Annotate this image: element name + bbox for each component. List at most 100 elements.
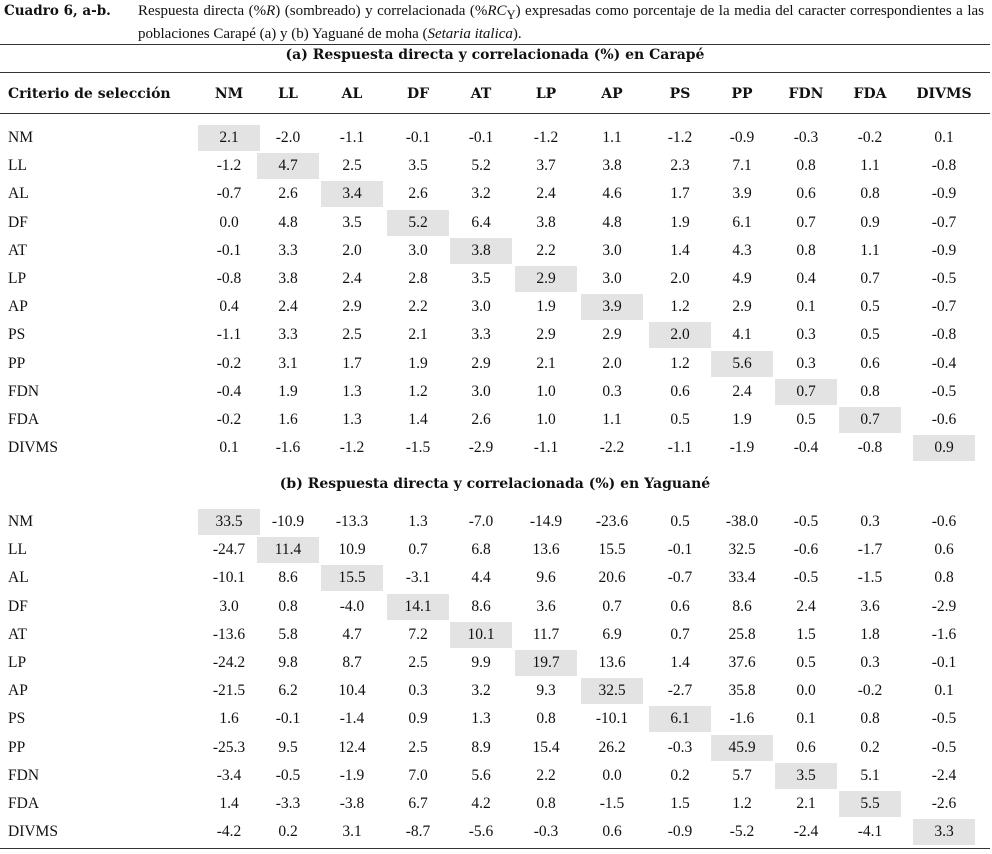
correlated-response-cell: 4.8: [278, 213, 298, 231]
correlated-response-cell: -1.4: [339, 710, 365, 728]
correlated-response-cell: 7.2: [408, 625, 428, 643]
correlated-response-cell: 35.8: [728, 682, 756, 700]
correlated-response-cell: -0.2: [216, 411, 242, 428]
correlated-response-cell: -0.8: [931, 326, 957, 344]
correlated-response-cell: 2.4: [536, 185, 556, 203]
correlated-response-cell: 0.4: [796, 270, 816, 287]
correlated-response-cell: 1.2: [670, 354, 690, 372]
correlated-response-cell: 2.9: [471, 354, 491, 372]
correlated-response-cell: -1.2: [533, 129, 559, 146]
direct-response-cell: 0.7: [839, 407, 901, 433]
column-header: FDA: [853, 86, 887, 102]
correlated-response-cell: 5.6: [471, 766, 491, 784]
correlated-response-cell: 2.6: [408, 185, 428, 203]
direct-response-cell: 15.5: [321, 565, 383, 592]
correlated-response-cell: 1.1: [602, 411, 622, 428]
correlated-response-cell: -13.3: [335, 513, 369, 530]
rule-line: [0, 113, 990, 114]
correlated-response-cell: 25.8: [728, 625, 756, 643]
correlated-response-cell: -2.4: [793, 823, 819, 841]
correlated-response-cell: -2.4: [931, 766, 957, 784]
caption-part: ) expresadas como porcentaje de la media…: [138, 3, 984, 42]
correlated-response-cell: 3.3: [278, 326, 298, 344]
correlated-response-cell: -0.6: [931, 411, 957, 428]
correlated-response-cell: -1.1: [216, 326, 242, 344]
correlated-response-cell: 1.2: [408, 382, 428, 400]
correlated-response-cell: -0.2: [857, 129, 883, 146]
correlated-response-cell: -0.1: [405, 129, 431, 146]
correlated-response-cell: -1.2: [339, 439, 365, 457]
row-label: AL: [8, 185, 29, 203]
correlated-response-cell: -2.7: [667, 682, 693, 700]
correlated-response-cell: -0.4: [793, 439, 819, 457]
column-header: AT: [470, 86, 492, 102]
correlated-response-cell: -0.9: [931, 185, 957, 203]
correlated-response-cell: 2.8: [408, 270, 428, 287]
correlated-response-cell: 10.4: [338, 682, 366, 700]
correlated-response-cell: -7.0: [468, 513, 494, 530]
direct-response-cell: 6.1: [649, 706, 711, 733]
caption-part: R: [266, 3, 276, 19]
direct-response-cell: 3.3: [913, 819, 975, 846]
row-label: FDA: [8, 411, 40, 428]
correlated-response-cell: 4.1: [732, 326, 752, 344]
correlated-response-cell: 33.4: [728, 569, 756, 587]
correlated-response-cell: 1.4: [219, 795, 239, 812]
row-label: LP: [8, 270, 27, 287]
correlated-response-cell: 8.6: [732, 597, 752, 615]
correlated-response-cell: -0.7: [667, 569, 693, 587]
correlated-response-cell: 4.3: [732, 241, 752, 259]
correlated-response-cell: 1.0: [536, 382, 556, 400]
correlated-response-cell: 3.3: [278, 241, 298, 259]
correlated-response-cell: 0.8: [934, 569, 954, 587]
correlated-response-cell: -4.2: [216, 823, 242, 841]
correlated-response-cell: 3.5: [408, 157, 428, 175]
correlated-response-cell: -0.5: [275, 766, 301, 784]
correlated-response-cell: 7.0: [408, 766, 428, 784]
correlated-response-cell: 0.7: [796, 213, 816, 231]
row-label: AL: [8, 569, 29, 587]
correlated-response-cell: 2.9: [732, 298, 752, 316]
correlated-response-cell: 0.5: [860, 326, 880, 344]
correlated-response-cell: 4.2: [471, 795, 491, 812]
correlated-response-cell: -0.1: [216, 241, 242, 259]
correlated-response-cell: 0.1: [934, 129, 954, 146]
row-label: PP: [8, 738, 26, 756]
row-label: AP: [8, 682, 28, 700]
correlated-response-cell: -4.0: [339, 597, 365, 615]
correlated-response-cell: -1.2: [667, 129, 693, 146]
correlated-response-cell: 0.1: [796, 710, 816, 728]
correlated-response-cell: 2.0: [602, 354, 622, 372]
correlated-response-cell: 3.7: [536, 157, 556, 175]
column-header: FDN: [788, 86, 824, 102]
correlated-response-cell: 2.1: [536, 354, 556, 372]
correlated-response-cell: 2.2: [408, 298, 428, 316]
direct-response-cell: 0.7: [775, 378, 837, 405]
column-header: NM: [214, 86, 244, 102]
correlated-response-cell: 2.4: [278, 298, 298, 316]
correlated-response-cell: 0.5: [796, 654, 816, 671]
correlated-response-cell: 0.8: [796, 241, 816, 259]
correlated-response-cell: 3.2: [471, 682, 491, 700]
correlated-response-cell: 1.8: [860, 625, 880, 643]
correlated-response-cell: 1.4: [670, 241, 690, 259]
correlated-response-cell: 2.5: [342, 157, 362, 175]
correlated-response-cell: 4.4: [471, 569, 491, 587]
correlated-response-cell: -24.2: [212, 654, 246, 671]
correlated-response-cell: 0.6: [934, 541, 954, 559]
correlated-response-cell: 2.6: [471, 411, 491, 428]
correlated-response-cell: 0.2: [860, 738, 880, 756]
column-header: DIVMS: [916, 86, 972, 102]
correlated-response-cell: 3.6: [860, 597, 880, 615]
correlated-response-cell: 5.7: [732, 766, 752, 784]
correlated-response-cell: 3.0: [471, 298, 491, 316]
column-header: DF: [406, 86, 430, 102]
correlated-response-cell: -1.5: [405, 439, 431, 457]
correlated-response-cell: 0.5: [670, 513, 690, 530]
column-header: AL: [341, 86, 363, 102]
correlated-response-cell: -0.9: [931, 241, 957, 259]
correlated-response-cell: -3.8: [339, 795, 365, 812]
correlated-response-cell: 3.5: [471, 270, 491, 287]
correlated-response-cell: 13.6: [532, 541, 560, 559]
rule-line: [0, 44, 990, 45]
